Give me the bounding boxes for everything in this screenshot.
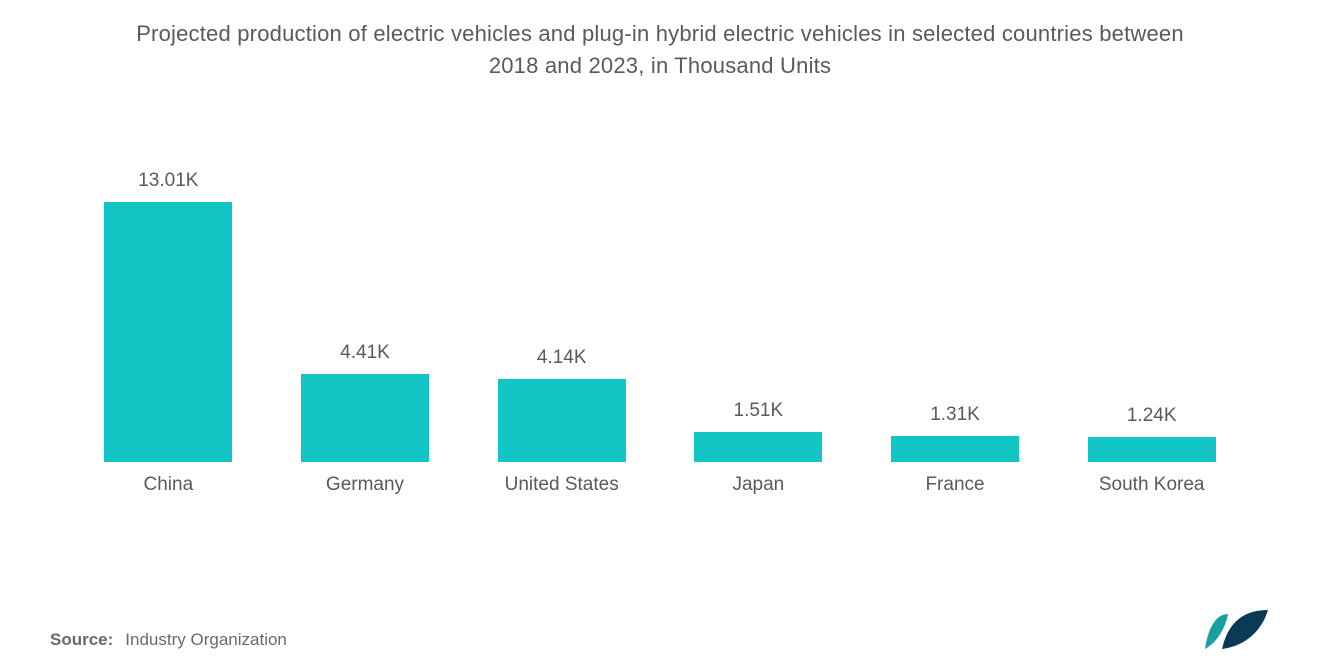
- brand-logo: [1204, 608, 1270, 650]
- chart-frame: Projected production of electric vehicle…: [0, 0, 1320, 665]
- x-axis-label: Germany: [326, 474, 404, 496]
- x-axis-label: France: [925, 474, 984, 496]
- plot-area: 13.01KChina4.41KGermany4.14KUnited State…: [70, 152, 1250, 522]
- bar-value-label: 1.31K: [930, 404, 980, 426]
- bar-value-label: 13.01K: [138, 170, 198, 192]
- source-label: Source:: [50, 630, 113, 649]
- bar-slot: 1.51KJapan: [660, 400, 857, 462]
- bar-slot: 1.24KSouth Korea: [1053, 405, 1250, 462]
- bar-slot: 1.31KFrance: [857, 404, 1054, 462]
- bar: [104, 202, 232, 462]
- source-line: Source: Industry Organization: [50, 630, 287, 650]
- x-axis-label: Japan: [732, 474, 784, 496]
- logo-right-path: [1222, 610, 1268, 649]
- x-axis-label: China: [144, 474, 194, 496]
- bars-container: 13.01KChina4.41KGermany4.14KUnited State…: [70, 202, 1250, 462]
- bar: [891, 436, 1019, 462]
- bar: [694, 432, 822, 462]
- bar-value-label: 4.14K: [537, 347, 587, 369]
- bar-value-label: 1.24K: [1127, 405, 1177, 427]
- bar-slot: 13.01KChina: [70, 170, 267, 462]
- x-axis-label: United States: [505, 474, 619, 496]
- chart-title: Projected production of electric vehicle…: [110, 18, 1210, 82]
- bar-value-label: 1.51K: [734, 400, 784, 422]
- bar: [1088, 437, 1216, 462]
- bar-value-label: 4.41K: [340, 342, 390, 364]
- bar: [301, 374, 429, 462]
- bar-slot: 4.14KUnited States: [463, 347, 660, 462]
- x-axis-label: South Korea: [1099, 474, 1205, 496]
- source-value: Industry Organization: [125, 630, 287, 649]
- bar-slot: 4.41KGermany: [267, 342, 464, 462]
- logo-icon: [1204, 608, 1270, 650]
- bar: [498, 379, 626, 462]
- chart-footer: Source: Industry Organization: [50, 608, 1270, 650]
